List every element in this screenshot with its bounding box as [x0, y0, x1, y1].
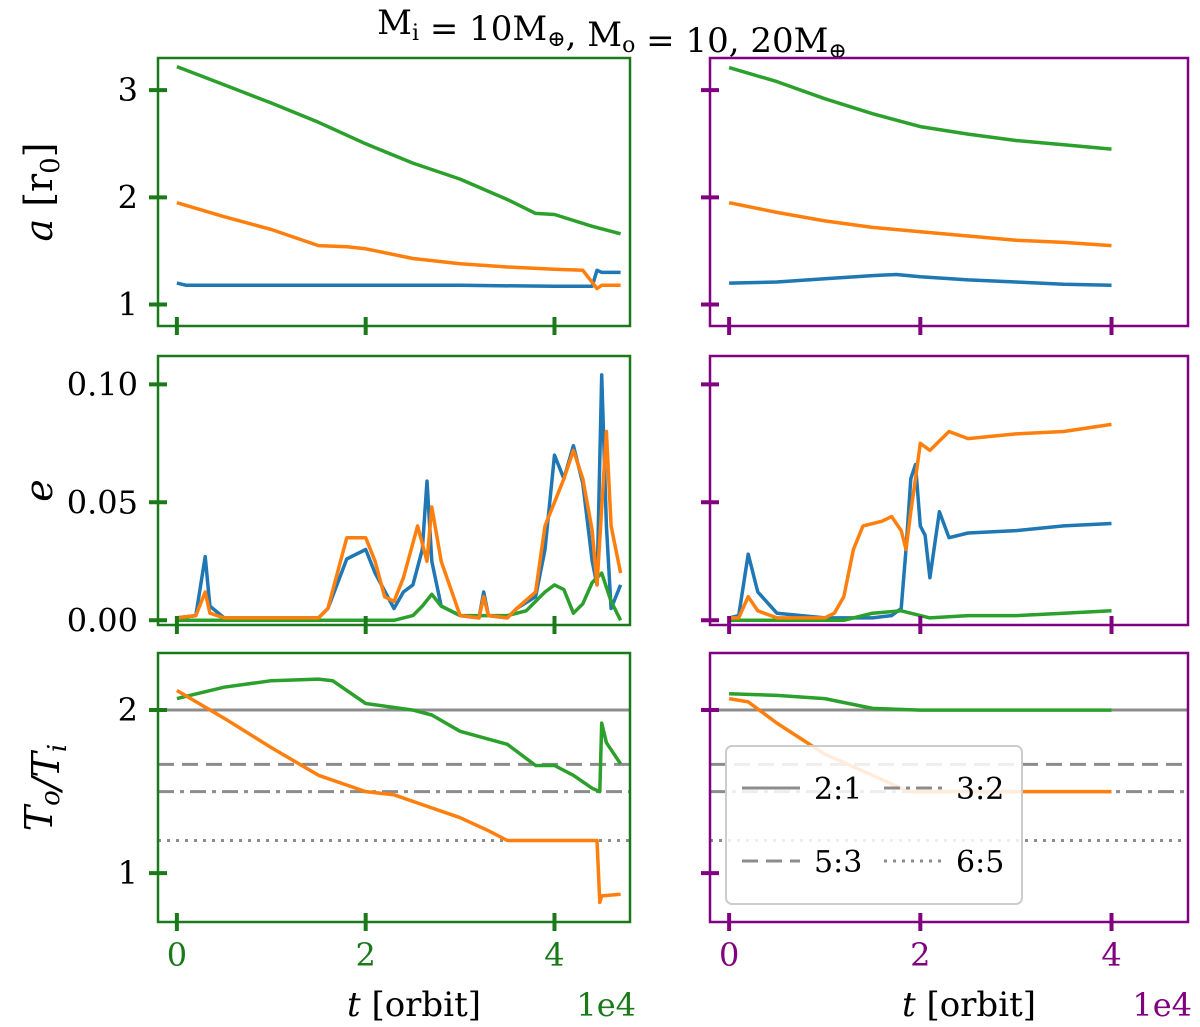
x-tick-label: 0 [719, 936, 739, 974]
axes-frame [708, 354, 1190, 627]
y-tick-label: 2 [118, 178, 138, 216]
title-part: = 10M [419, 9, 547, 49]
y-tick-label: 0.10 [67, 365, 138, 403]
series-line-third [728, 65, 1112, 151]
y-axis-label-sub: 0 [36, 157, 66, 174]
axes-frame [156, 56, 632, 328]
x-axis-label-var: t [347, 985, 361, 1025]
subplot-right-0 [701, 56, 1190, 335]
series-group [176, 373, 623, 623]
series-group [728, 65, 1112, 288]
y-axis-label-part: i [43, 744, 73, 752]
y-tick-label: 2 [118, 691, 138, 729]
title-part: i [412, 21, 419, 46]
title-part: , M [566, 15, 622, 55]
y-axis-label-part: T [24, 749, 68, 777]
series-line-outer [176, 201, 621, 291]
series-line-third [176, 571, 623, 623]
x-axis-label-unit: [orbit] [916, 985, 1036, 1025]
title-part: ⊕ [828, 39, 846, 64]
x-axis-label: t [orbit] [347, 985, 481, 1025]
legend: 2:1 3:2 5:3 6:5 [725, 745, 1023, 905]
y-tick-label: 1 [118, 854, 138, 892]
figure-title: Mi = 10M⊕, Mo = 10, 20M⊕ [377, 3, 847, 64]
legend-label: 3:2 [956, 772, 1004, 807]
x-axis-label-var: t [902, 985, 916, 1025]
y-axis-label-var: e [17, 479, 61, 502]
y-axis-label: e [17, 479, 61, 502]
x-tick-label: 4 [544, 936, 564, 974]
subplot-left-1: 0.00 0.05 0.10 e [17, 354, 632, 639]
y-axis-label-part: / [24, 774, 68, 794]
y-axis-label: To/Ti [17, 744, 73, 832]
legend-label: 6:5 [956, 845, 1004, 880]
axes-frame [156, 354, 632, 627]
y-axis-label-part: o [36, 790, 66, 806]
series-group [176, 64, 622, 291]
title-part: M [377, 3, 412, 43]
series-line-third [729, 609, 1112, 623]
series-line-inner [729, 272, 1112, 288]
legend-label: 5:3 [814, 845, 862, 880]
y-tick-label: 3 [118, 71, 138, 109]
x-tick-label: 4 [1101, 936, 1121, 974]
series-line-outer [176, 688, 621, 905]
legend-frame [725, 745, 1023, 905]
x-offset-label: 1e4 [1132, 986, 1192, 1024]
y-axis-label-unit: [r [17, 173, 61, 219]
y-tick-label: 1 [118, 286, 138, 324]
series-line-outer [728, 200, 1112, 248]
title-part: = 10, 20M [635, 21, 828, 61]
series-group [158, 677, 630, 905]
series-line-outer [729, 422, 1112, 620]
series-line-outer [176, 429, 623, 620]
title-part: o [622, 33, 635, 58]
series-line-inner [176, 268, 621, 289]
x-offset-label: 1e4 [576, 986, 636, 1024]
title-part: ⊕ [547, 27, 565, 52]
subplot-left-0: 1 2 3 a [r0] [17, 56, 632, 335]
x-tick-label: 2 [356, 936, 376, 974]
panel-right: 0 2 4 1e4 t [orbit] [701, 56, 1192, 1025]
x-tick-label: 0 [167, 936, 187, 974]
x-tick-label: 2 [910, 936, 930, 974]
axes-frame [708, 651, 1190, 924]
y-axis-label-close: ] [17, 142, 61, 157]
subplot-right-1 [701, 354, 1190, 634]
series-line-third [176, 64, 622, 236]
series-line-inner [176, 373, 623, 620]
y-axis-label-var: a [17, 219, 61, 242]
series-line-inner [728, 462, 1112, 620]
x-axis-label: t [orbit] [902, 985, 1036, 1025]
series-group [728, 422, 1112, 623]
axes-frame [708, 56, 1190, 328]
legend-label: 2:1 [814, 772, 862, 807]
y-axis-label: a [r0] [17, 142, 66, 241]
y-tick-label: 0.00 [67, 601, 138, 639]
y-axis-label-part: T [17, 803, 61, 831]
y-tick-label: 0.05 [67, 483, 138, 521]
series-line-third [729, 692, 1112, 712]
axes-frame [156, 651, 632, 924]
series-line-third [176, 677, 623, 794]
x-axis-label-unit: [orbit] [361, 985, 481, 1025]
